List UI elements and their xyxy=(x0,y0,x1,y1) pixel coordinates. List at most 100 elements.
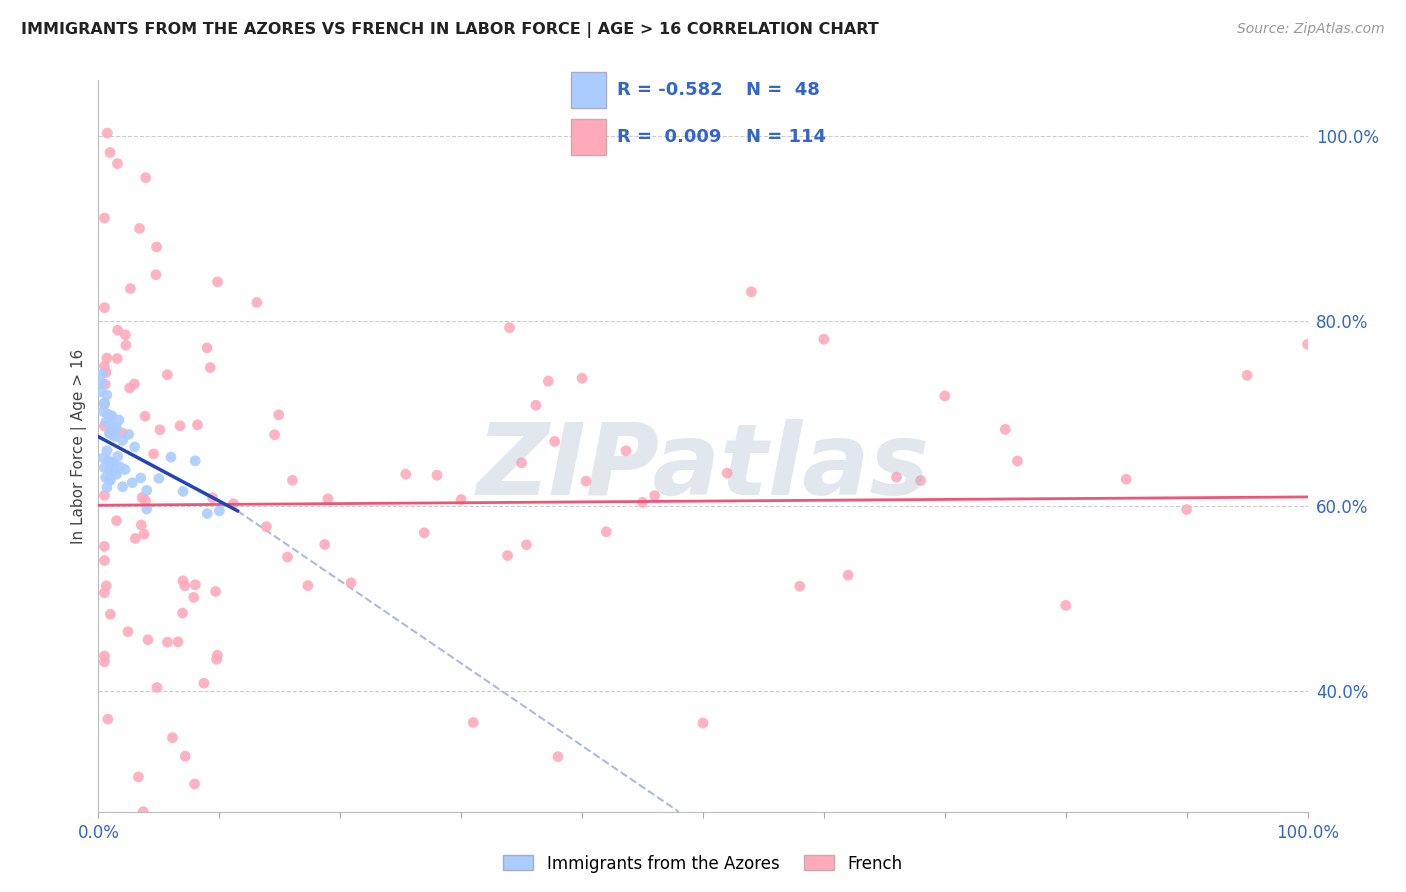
Point xyxy=(104,429,127,443)
Point xyxy=(98,426,121,441)
Y-axis label: In Labor Force | Age > 16: In Labor Force | Age > 16 xyxy=(70,349,87,543)
Text: N =  48: N = 48 xyxy=(747,80,820,99)
Point xyxy=(135,483,157,498)
Point xyxy=(129,518,152,533)
Point xyxy=(93,553,115,567)
Point xyxy=(96,388,118,402)
Point xyxy=(107,323,129,337)
Point xyxy=(1007,454,1029,468)
Point xyxy=(91,450,114,465)
Point xyxy=(100,607,122,622)
Point xyxy=(124,532,146,546)
Point xyxy=(145,268,167,282)
Point xyxy=(183,777,205,791)
Point xyxy=(118,427,141,442)
Point xyxy=(789,579,811,593)
Point xyxy=(515,538,537,552)
Point xyxy=(813,332,835,346)
Point xyxy=(1296,337,1319,351)
Point xyxy=(174,749,197,764)
Point xyxy=(498,320,520,334)
Legend: Immigrants from the Azores, French: Immigrants from the Azores, French xyxy=(496,848,910,880)
Point xyxy=(524,398,547,412)
Point xyxy=(107,450,129,464)
Point xyxy=(96,579,118,593)
Point xyxy=(93,539,115,553)
Point xyxy=(105,467,128,482)
Point xyxy=(172,574,194,588)
Point xyxy=(98,473,121,487)
Point xyxy=(156,635,179,649)
Point xyxy=(100,409,122,423)
Point xyxy=(100,473,122,487)
Point xyxy=(1236,368,1258,383)
Point xyxy=(105,351,128,366)
Point xyxy=(124,440,146,454)
Point xyxy=(692,716,714,731)
Point xyxy=(631,495,654,509)
Point xyxy=(132,805,155,819)
FancyBboxPatch shape xyxy=(571,71,606,108)
Point xyxy=(837,568,859,582)
Point xyxy=(93,359,115,373)
Point xyxy=(145,240,167,254)
Point xyxy=(114,462,136,476)
Point xyxy=(128,221,150,235)
Point xyxy=(263,427,285,442)
Point xyxy=(94,470,117,484)
Point xyxy=(93,396,115,410)
Point xyxy=(201,491,224,505)
Point xyxy=(93,648,115,663)
Point xyxy=(200,360,222,375)
Point xyxy=(146,681,169,695)
Point xyxy=(103,419,125,434)
Point xyxy=(510,456,533,470)
Point xyxy=(413,525,436,540)
Point xyxy=(90,384,112,399)
Point xyxy=(135,493,157,508)
Point xyxy=(544,434,567,449)
Point xyxy=(111,434,134,448)
Point xyxy=(537,374,560,388)
Point xyxy=(193,676,215,690)
Text: R = -0.582: R = -0.582 xyxy=(617,80,723,99)
Point xyxy=(205,652,228,666)
Text: Source: ZipAtlas.com: Source: ZipAtlas.com xyxy=(1237,22,1385,37)
Point xyxy=(204,584,226,599)
Point xyxy=(160,450,183,464)
Point xyxy=(426,468,449,483)
Point xyxy=(93,211,115,225)
FancyBboxPatch shape xyxy=(571,119,606,155)
Point xyxy=(93,301,115,315)
Point xyxy=(93,586,115,600)
Point xyxy=(644,489,666,503)
Point xyxy=(162,731,184,745)
Text: ZIPatlas: ZIPatlas xyxy=(477,419,929,516)
Point xyxy=(134,409,156,424)
Point xyxy=(149,423,172,437)
Point xyxy=(172,484,194,499)
Point xyxy=(93,655,115,669)
Point xyxy=(246,295,269,310)
Point xyxy=(195,341,218,355)
Point xyxy=(91,404,114,418)
Point xyxy=(169,418,191,433)
Point xyxy=(97,407,120,421)
Point xyxy=(111,425,134,440)
Point xyxy=(595,524,617,539)
Point xyxy=(136,632,159,647)
Point xyxy=(571,371,593,385)
Point xyxy=(314,537,336,551)
Point xyxy=(93,488,115,502)
Text: R =  0.009: R = 0.009 xyxy=(617,128,721,145)
Point xyxy=(111,480,134,494)
Point xyxy=(94,415,117,429)
Point xyxy=(131,491,153,505)
Point xyxy=(135,170,157,185)
Point xyxy=(115,338,138,352)
Point xyxy=(114,327,136,342)
Point xyxy=(183,591,205,605)
Point xyxy=(254,520,277,534)
Point xyxy=(100,425,122,440)
Point xyxy=(107,156,129,170)
